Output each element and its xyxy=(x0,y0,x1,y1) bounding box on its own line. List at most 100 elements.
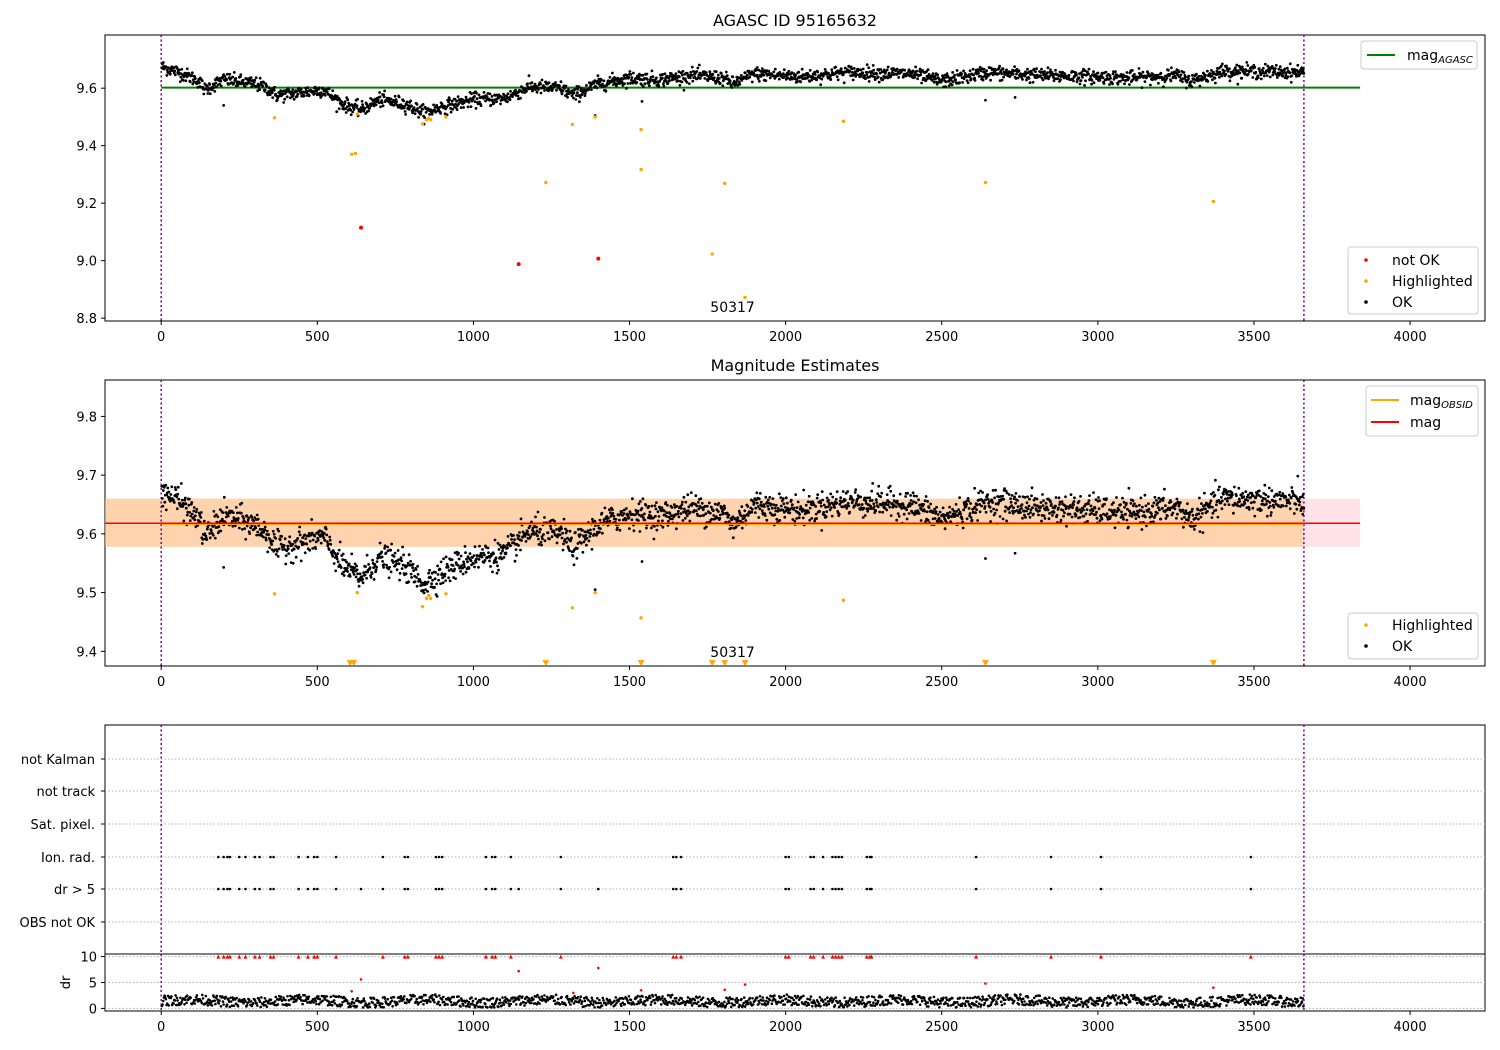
flag-point xyxy=(1049,887,1053,891)
data-point xyxy=(577,85,581,88)
flag-point xyxy=(440,887,444,891)
data-point xyxy=(1058,503,1061,506)
data-point xyxy=(235,996,238,1000)
data-point xyxy=(969,516,973,519)
data-point xyxy=(509,89,512,93)
data-point xyxy=(641,73,645,77)
data-point xyxy=(1206,80,1210,83)
data-point xyxy=(662,84,666,88)
legend-label-sub: OBSID xyxy=(1441,400,1473,411)
data-point xyxy=(714,70,718,74)
data-point xyxy=(1100,517,1104,521)
data-point xyxy=(338,540,342,544)
data-point xyxy=(477,558,481,561)
data-point xyxy=(885,493,889,496)
data-point xyxy=(1041,504,1045,507)
data-point xyxy=(416,573,420,576)
data-point xyxy=(941,506,945,510)
data-point xyxy=(841,119,846,123)
legend-label-sub: AGASC xyxy=(1437,55,1473,66)
data-point xyxy=(650,69,654,73)
dr-ok-series xyxy=(160,993,1305,1009)
data-point xyxy=(466,560,469,564)
data-point xyxy=(1131,499,1135,502)
data-point xyxy=(1039,506,1042,510)
data-point xyxy=(337,548,341,552)
data-point xyxy=(349,113,353,117)
data-point xyxy=(245,514,249,517)
data-point xyxy=(857,503,861,507)
flag-point xyxy=(217,855,220,859)
data-point xyxy=(179,482,183,485)
data-point xyxy=(223,75,227,78)
data-point xyxy=(894,505,898,509)
data-point xyxy=(1152,501,1156,505)
data-point xyxy=(210,88,214,92)
flag-point xyxy=(316,887,319,891)
data-point xyxy=(842,81,846,85)
data-point xyxy=(236,517,240,520)
data-point xyxy=(735,78,739,82)
data-point xyxy=(981,491,984,494)
data-point xyxy=(777,492,781,496)
data-point xyxy=(1223,69,1226,73)
data-point xyxy=(453,97,457,101)
data-point xyxy=(1294,502,1298,506)
data-point xyxy=(536,534,539,538)
data-point xyxy=(193,518,197,522)
data-point xyxy=(273,85,277,89)
data-point xyxy=(167,490,171,494)
data-point xyxy=(1188,513,1191,517)
data-point xyxy=(594,79,598,83)
data-point xyxy=(769,502,773,506)
data-point xyxy=(834,65,838,69)
data-point xyxy=(997,66,1001,70)
data-point xyxy=(1121,78,1125,82)
data-point xyxy=(734,525,738,528)
data-point xyxy=(1042,499,1045,503)
data-point xyxy=(272,592,277,596)
data-point xyxy=(758,492,762,495)
data-point xyxy=(467,100,471,104)
data-point xyxy=(1256,76,1260,79)
flag-point xyxy=(306,887,310,891)
data-point xyxy=(448,98,451,101)
data-point xyxy=(1270,489,1274,493)
data-point xyxy=(1236,504,1240,508)
data-point xyxy=(486,546,490,550)
data-point xyxy=(434,571,437,574)
data-point xyxy=(527,533,530,536)
data-point xyxy=(490,95,494,98)
data-point xyxy=(1116,82,1120,86)
data-point xyxy=(435,595,439,598)
data-point xyxy=(1245,61,1249,64)
data-point xyxy=(827,499,831,502)
data-point xyxy=(943,527,947,531)
data-point xyxy=(493,538,497,542)
data-point xyxy=(991,67,994,71)
data-point xyxy=(952,509,956,513)
data-point xyxy=(665,79,668,83)
data-point xyxy=(934,510,938,513)
data-point xyxy=(404,572,408,576)
data-point xyxy=(1259,77,1263,81)
data-point xyxy=(929,502,932,506)
data-point xyxy=(288,541,292,545)
data-point xyxy=(1026,495,1029,499)
data-point xyxy=(879,495,883,499)
data-point xyxy=(282,544,286,547)
data-point xyxy=(653,524,656,528)
data-point xyxy=(813,70,817,74)
data-point xyxy=(450,558,454,561)
x-tick-label: 2000 xyxy=(769,330,802,345)
data-point xyxy=(261,84,265,88)
data-point xyxy=(815,517,819,520)
data-point xyxy=(1268,504,1272,508)
flag-point xyxy=(258,855,261,859)
data-point xyxy=(1166,514,1169,518)
y-tick-label: 9.6 xyxy=(76,82,97,97)
data-point xyxy=(167,1004,170,1007)
data-point xyxy=(256,82,260,86)
data-point xyxy=(876,492,880,495)
